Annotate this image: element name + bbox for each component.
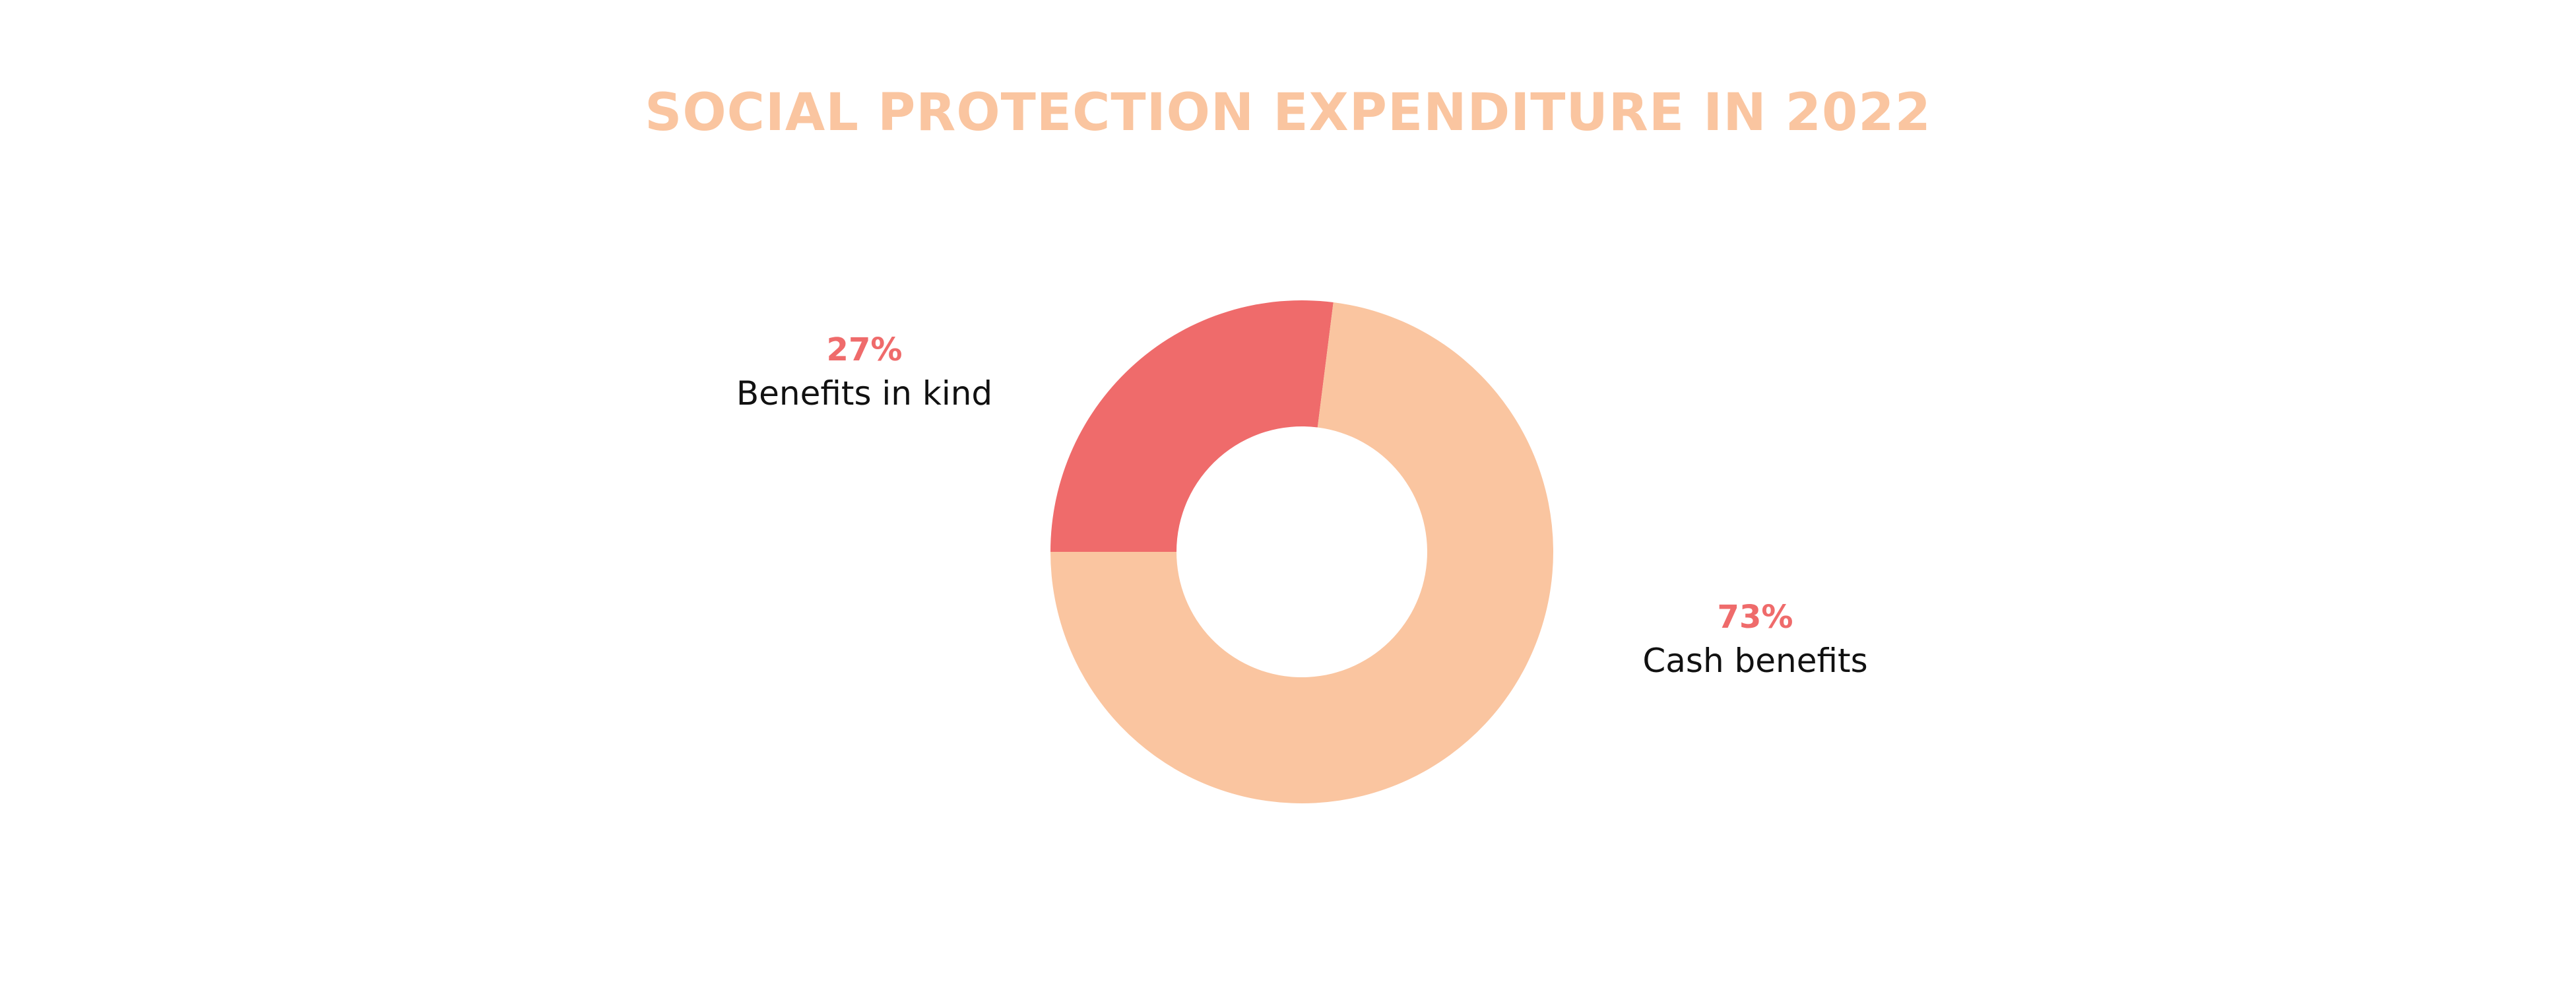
data-label-benefits-in-kind-percent: 27%	[826, 331, 903, 368]
donut-slice-cash-benefits	[1050, 302, 1553, 804]
donut-slice-benefits-in-kind	[1050, 300, 1334, 552]
data-label-cash-benefits-percent: 73%	[1717, 599, 1793, 636]
category-label-benefits-in-kind: Benefits in kind	[736, 374, 993, 413]
slice-label-cash-benefits: 73% Cash benefits	[1557, 596, 1953, 683]
chart-title: SOCIAL PROTECTION EXPENDITURE IN 2022	[645, 83, 1931, 143]
category-label-cash-benefits: Cash benefits	[1642, 642, 1868, 680]
slice-label-benefits-in-kind: 27% Benefits in kind	[666, 329, 1062, 416]
